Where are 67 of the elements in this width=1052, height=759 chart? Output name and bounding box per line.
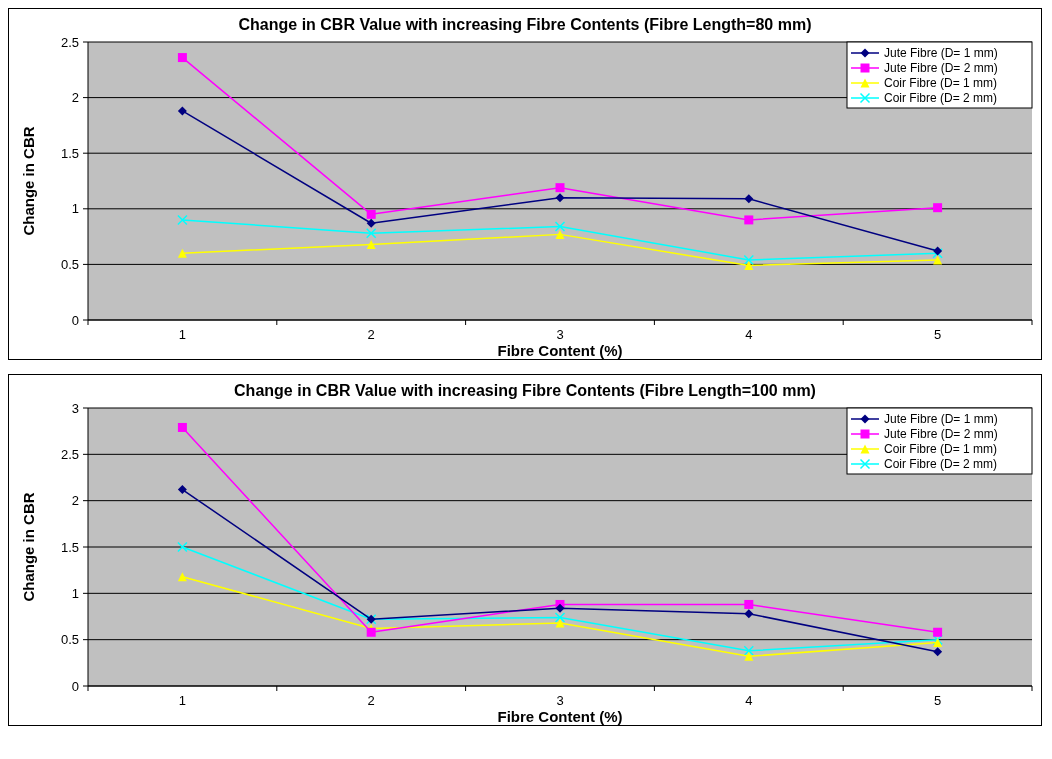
- x-tick-label: 5: [933, 693, 942, 708]
- point: [744, 261, 754, 271]
- x-tick-label: 2: [367, 327, 375, 342]
- point: [555, 193, 565, 203]
- legend-label: Jute Fibre (D= 2 mm): [884, 61, 998, 76]
- point: [555, 618, 565, 628]
- point: [554, 221, 566, 232]
- point: [177, 106, 187, 116]
- x-axis-title: Fibre Content (%): [497, 708, 623, 725]
- x-tick-label: 1: [178, 693, 187, 708]
- point: [933, 647, 943, 657]
- point: [743, 645, 755, 657]
- y-tick-label: 0: [71, 312, 79, 328]
- legend-label: Jute Fibre (D= 1 mm): [884, 412, 998, 427]
- legend-label: Jute Fibre (D= 1 mm): [884, 46, 998, 61]
- x-tick-label: 4: [745, 693, 753, 708]
- point: [744, 599, 754, 609]
- point: [177, 541, 188, 553]
- point: [744, 194, 754, 204]
- point: [933, 203, 943, 213]
- y-tick-label: 2: [71, 90, 79, 106]
- point: [177, 485, 187, 495]
- point: [177, 53, 187, 63]
- y-tick-label: 1.5: [60, 145, 79, 161]
- point: [555, 603, 565, 613]
- legend-label: Coir Fibre (D= 2 mm): [884, 457, 998, 472]
- x-tick-label: 5: [933, 327, 942, 342]
- x-tick-label: 2: [367, 693, 375, 708]
- y-tick-label: 2.5: [60, 34, 79, 50]
- y-tick-label: 0: [71, 678, 79, 694]
- x-tick-label: 3: [556, 327, 564, 342]
- point: [177, 572, 187, 582]
- point: [366, 209, 376, 219]
- point: [554, 612, 566, 623]
- point: [555, 229, 565, 239]
- y-tick-label: 0.5: [60, 256, 79, 272]
- point: [744, 215, 754, 225]
- point: [177, 214, 188, 226]
- point: [366, 239, 376, 249]
- x-tick-label: 4: [745, 327, 753, 342]
- point: [366, 218, 376, 228]
- legend-label: Coir Fibre (D= 2 mm): [884, 91, 998, 106]
- y-tick-label: 3: [71, 400, 79, 416]
- chart-title: Change in CBR Value with increasing Fibre Contents (Fibre Length=100 mm): [234, 382, 816, 399]
- legend-label: Coir Fibre (D= 1 mm): [884, 442, 998, 457]
- point: [555, 183, 565, 193]
- y-tick-label: 2.5: [60, 446, 79, 462]
- point: [177, 248, 187, 258]
- point: [743, 254, 755, 266]
- legend-label: Jute Fibre (D= 2 mm): [884, 427, 998, 442]
- point: [177, 422, 187, 432]
- y-tick-label: 2: [71, 493, 79, 509]
- y-tick-label: 1: [71, 201, 79, 217]
- point: [365, 228, 377, 239]
- x-axis-title: Fibre Content (%): [497, 342, 623, 359]
- y-tick-label: 1.5: [60, 539, 79, 555]
- x-tick-label: 1: [178, 327, 187, 342]
- point: [744, 651, 754, 661]
- point: [744, 609, 754, 619]
- point: [933, 627, 943, 637]
- y-tick-label: 0.5: [60, 632, 79, 648]
- chart-title: Change in CBR Value with increasing Fibre Contents (Fibre Length=80 mm): [238, 16, 812, 33]
- x-tick-label: 3: [556, 693, 564, 708]
- y-axis-title: Change in CBR: [20, 126, 37, 236]
- y-axis-title: Change in CBR: [20, 492, 37, 602]
- legend-label: Coir Fibre (D= 1 mm): [884, 76, 998, 91]
- y-tick-label: 1: [71, 585, 79, 601]
